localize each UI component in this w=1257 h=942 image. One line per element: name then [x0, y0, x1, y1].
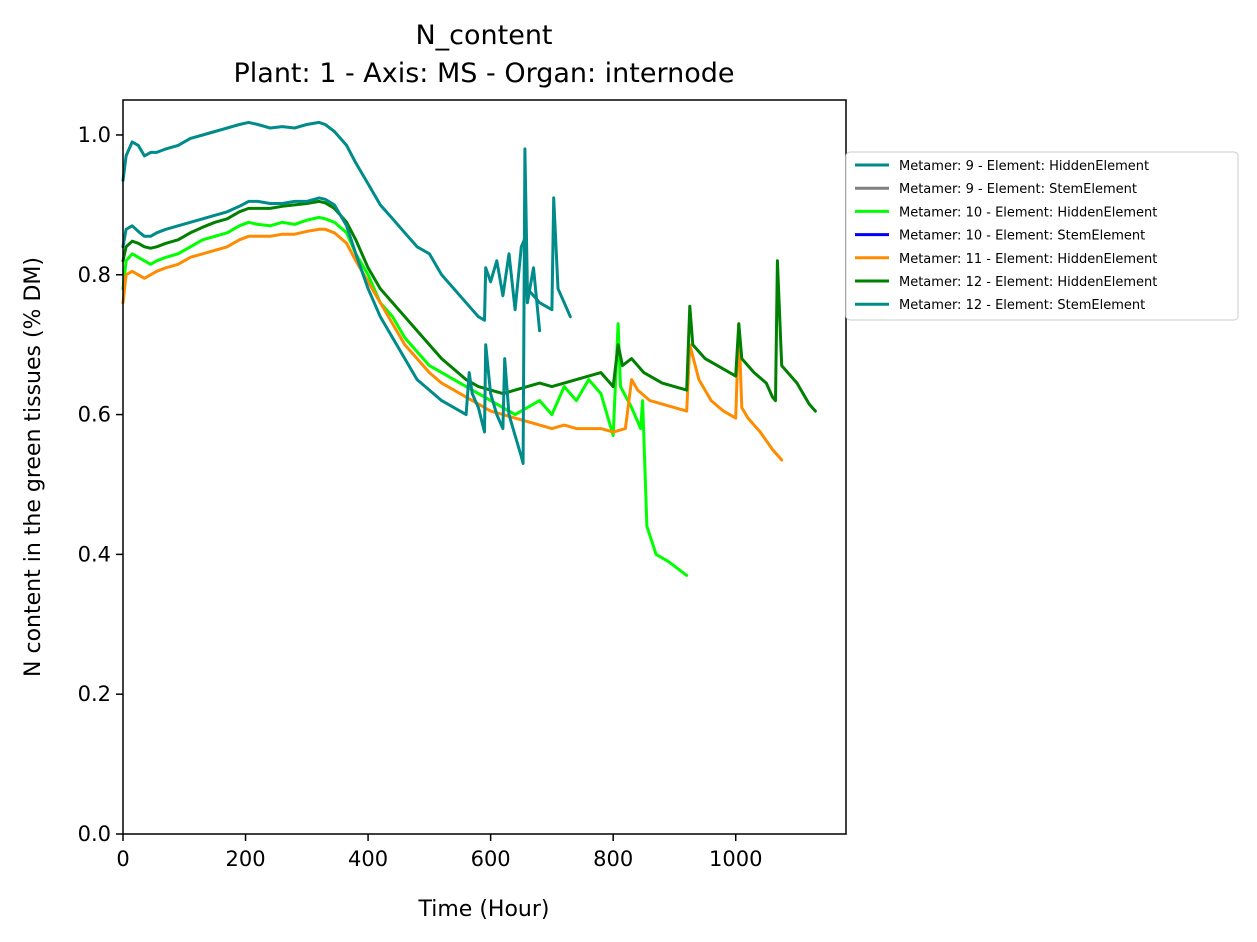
- x-tick-label-5: 1000: [709, 847, 762, 871]
- series-layer: [121, 120, 817, 577]
- legend-label-4: Metamer: 11 - Element: HiddenElement: [899, 252, 1157, 267]
- legend: Metamer: 9 - Element: HiddenElement Metam…: [845, 151, 1239, 321]
- y-tick-label-4: 0.8: [78, 263, 111, 287]
- y-axis-label: N content in the green tissues (% DM): [21, 257, 46, 677]
- legend-label-2: Metamer: 10 - Element: HiddenElement: [899, 205, 1157, 220]
- plot-frame: [122, 99, 847, 835]
- x-tick-label-3: 600: [471, 847, 511, 871]
- legend-label-0: Metamer: 9 - Element: HiddenElement: [899, 159, 1149, 174]
- y-tick-label-0: 0.0: [78, 822, 111, 846]
- chart-subtitle: Plant: 1 - Axis: MS - Organ: internode: [233, 58, 734, 89]
- legend-label-3: Metamer: 10 - Element: StemElement: [899, 229, 1145, 244]
- x-axis-label: Time (Hour): [418, 897, 550, 922]
- legend-label-6: Metamer: 12 - Element: StemElement: [899, 298, 1145, 313]
- chart-title: N_content: [415, 20, 552, 51]
- x-tick-label-1: 200: [225, 847, 265, 871]
- series-line-5: [121, 199, 817, 413]
- y-tick-label-2: 0.4: [78, 542, 111, 566]
- legend-label-5: Metamer: 12 - Element: HiddenElement: [899, 275, 1157, 290]
- axes: 0 200 400 600 800 1000 0.0 0.2 0.4 0.6 0.8 1.0: [78, 123, 763, 871]
- y-tick-label-1: 0.2: [78, 682, 111, 706]
- x-tick-label-4: 800: [593, 847, 633, 871]
- legend-label-1: Metamer: 9 - Element: StemElement: [899, 182, 1137, 197]
- series-line-0: [121, 120, 542, 333]
- y-tick-label-5: 1.0: [78, 123, 111, 147]
- series-line-6: [121, 147, 572, 465]
- x-tick-label-2: 400: [348, 847, 388, 871]
- x-tick-label-0: 0: [116, 847, 129, 871]
- y-tick-label-3: 0.6: [78, 403, 111, 427]
- series-line-2: [121, 215, 689, 577]
- legend-box: [845, 151, 1239, 321]
